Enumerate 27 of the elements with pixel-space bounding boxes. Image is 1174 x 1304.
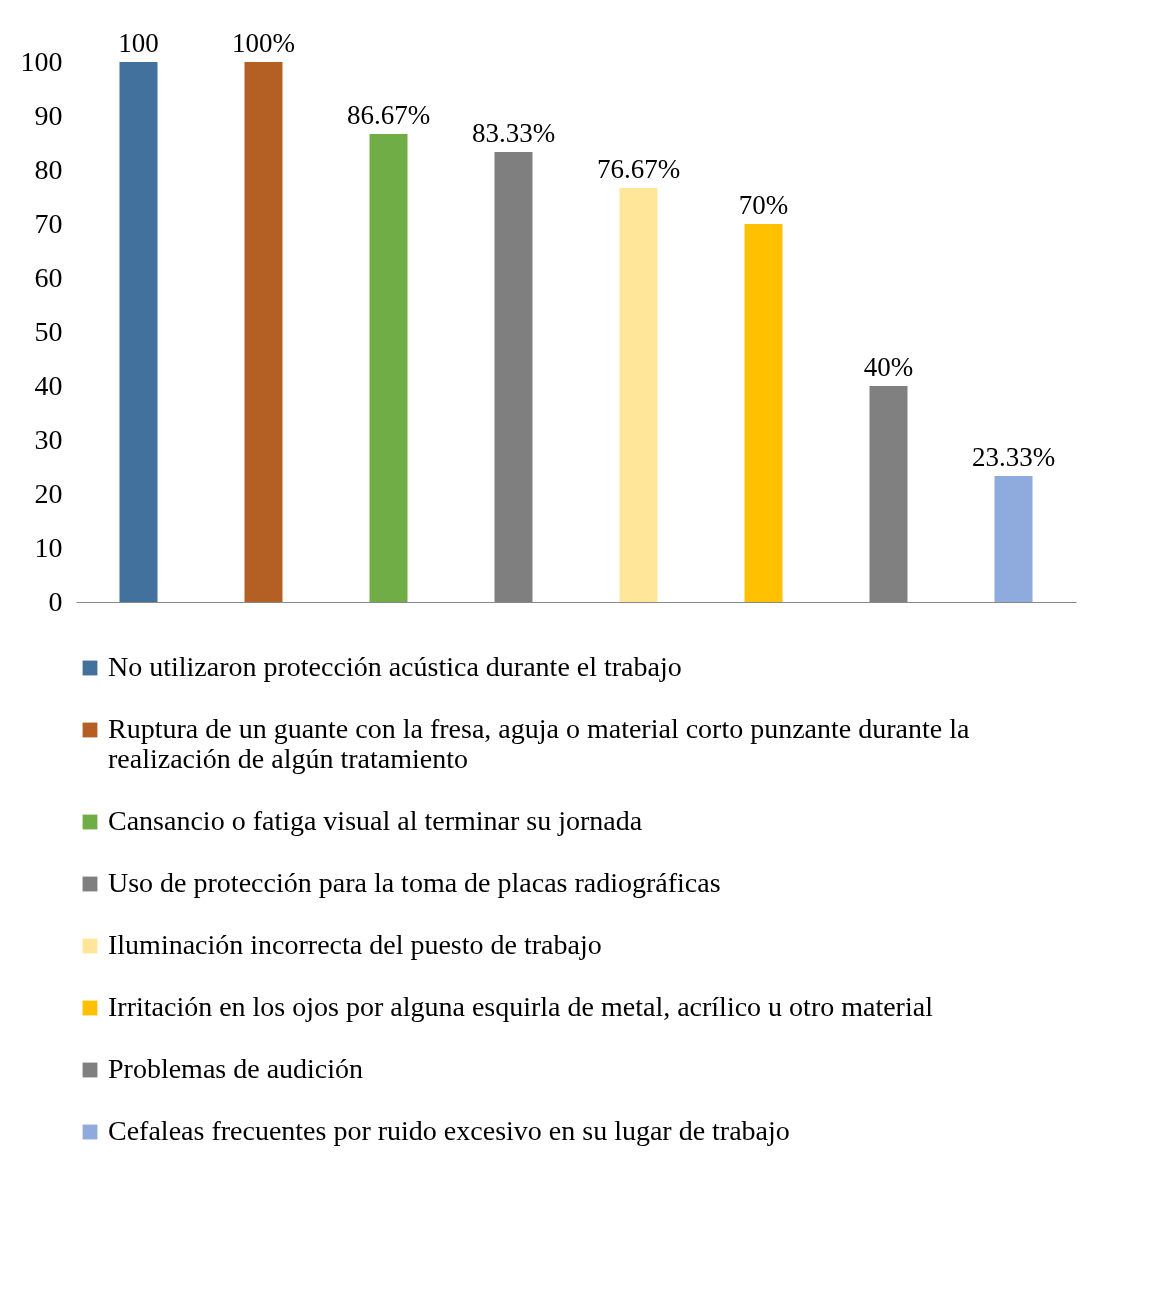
y-tick-label: 0 — [48, 585, 63, 617]
legend-label: Irritación en los ojos por alguna esquirla de metal, acrílico u otro material — [108, 991, 934, 1022]
legend-label: Uso de protección para la toma de placas radiográficas — [108, 867, 721, 898]
y-tick-label: 40 — [34, 369, 63, 401]
text: 86.67% — [346, 99, 431, 130]
text: 70% — [738, 190, 789, 220]
y-tick-label: 70 — [34, 207, 63, 239]
legend-label: Problemas de audición — [108, 1053, 364, 1084]
y-tick-label: 50 — [34, 315, 63, 347]
y-tick-label: 30 — [34, 423, 63, 455]
legend-label: Iluminación incorrecta del puesto de trabajo — [108, 929, 602, 960]
y-tick-label: 20 — [34, 477, 63, 509]
legend-label: Cansancio o fatiga visual al terminar su jornada — [108, 805, 643, 836]
text: 23.33% — [971, 442, 1056, 473]
legend-label: No utilizaron protección acústica durante el trabajo — [108, 651, 682, 682]
y-tick-label: 80 — [34, 153, 63, 185]
text: 76.67% — [596, 153, 681, 184]
legend-label: Ruptura de un guante con la fresa, aguja o material corto punzante durante la realización de algún tratamiento — [108, 713, 970, 774]
y-tick-label: 10 — [34, 531, 63, 563]
legend-label: Cefaleas frecuentes por ruido excesivo en su lugar de trabajo — [108, 1115, 790, 1146]
y-tick-label: 90 — [34, 99, 63, 131]
y-tick-label: 60 — [34, 261, 63, 293]
text: 83.33% — [471, 118, 556, 149]
text: 100 — [118, 28, 159, 58]
y-tick-label: 100 — [20, 45, 63, 77]
text: 40% — [863, 352, 914, 382]
text: 100% — [232, 28, 295, 58]
